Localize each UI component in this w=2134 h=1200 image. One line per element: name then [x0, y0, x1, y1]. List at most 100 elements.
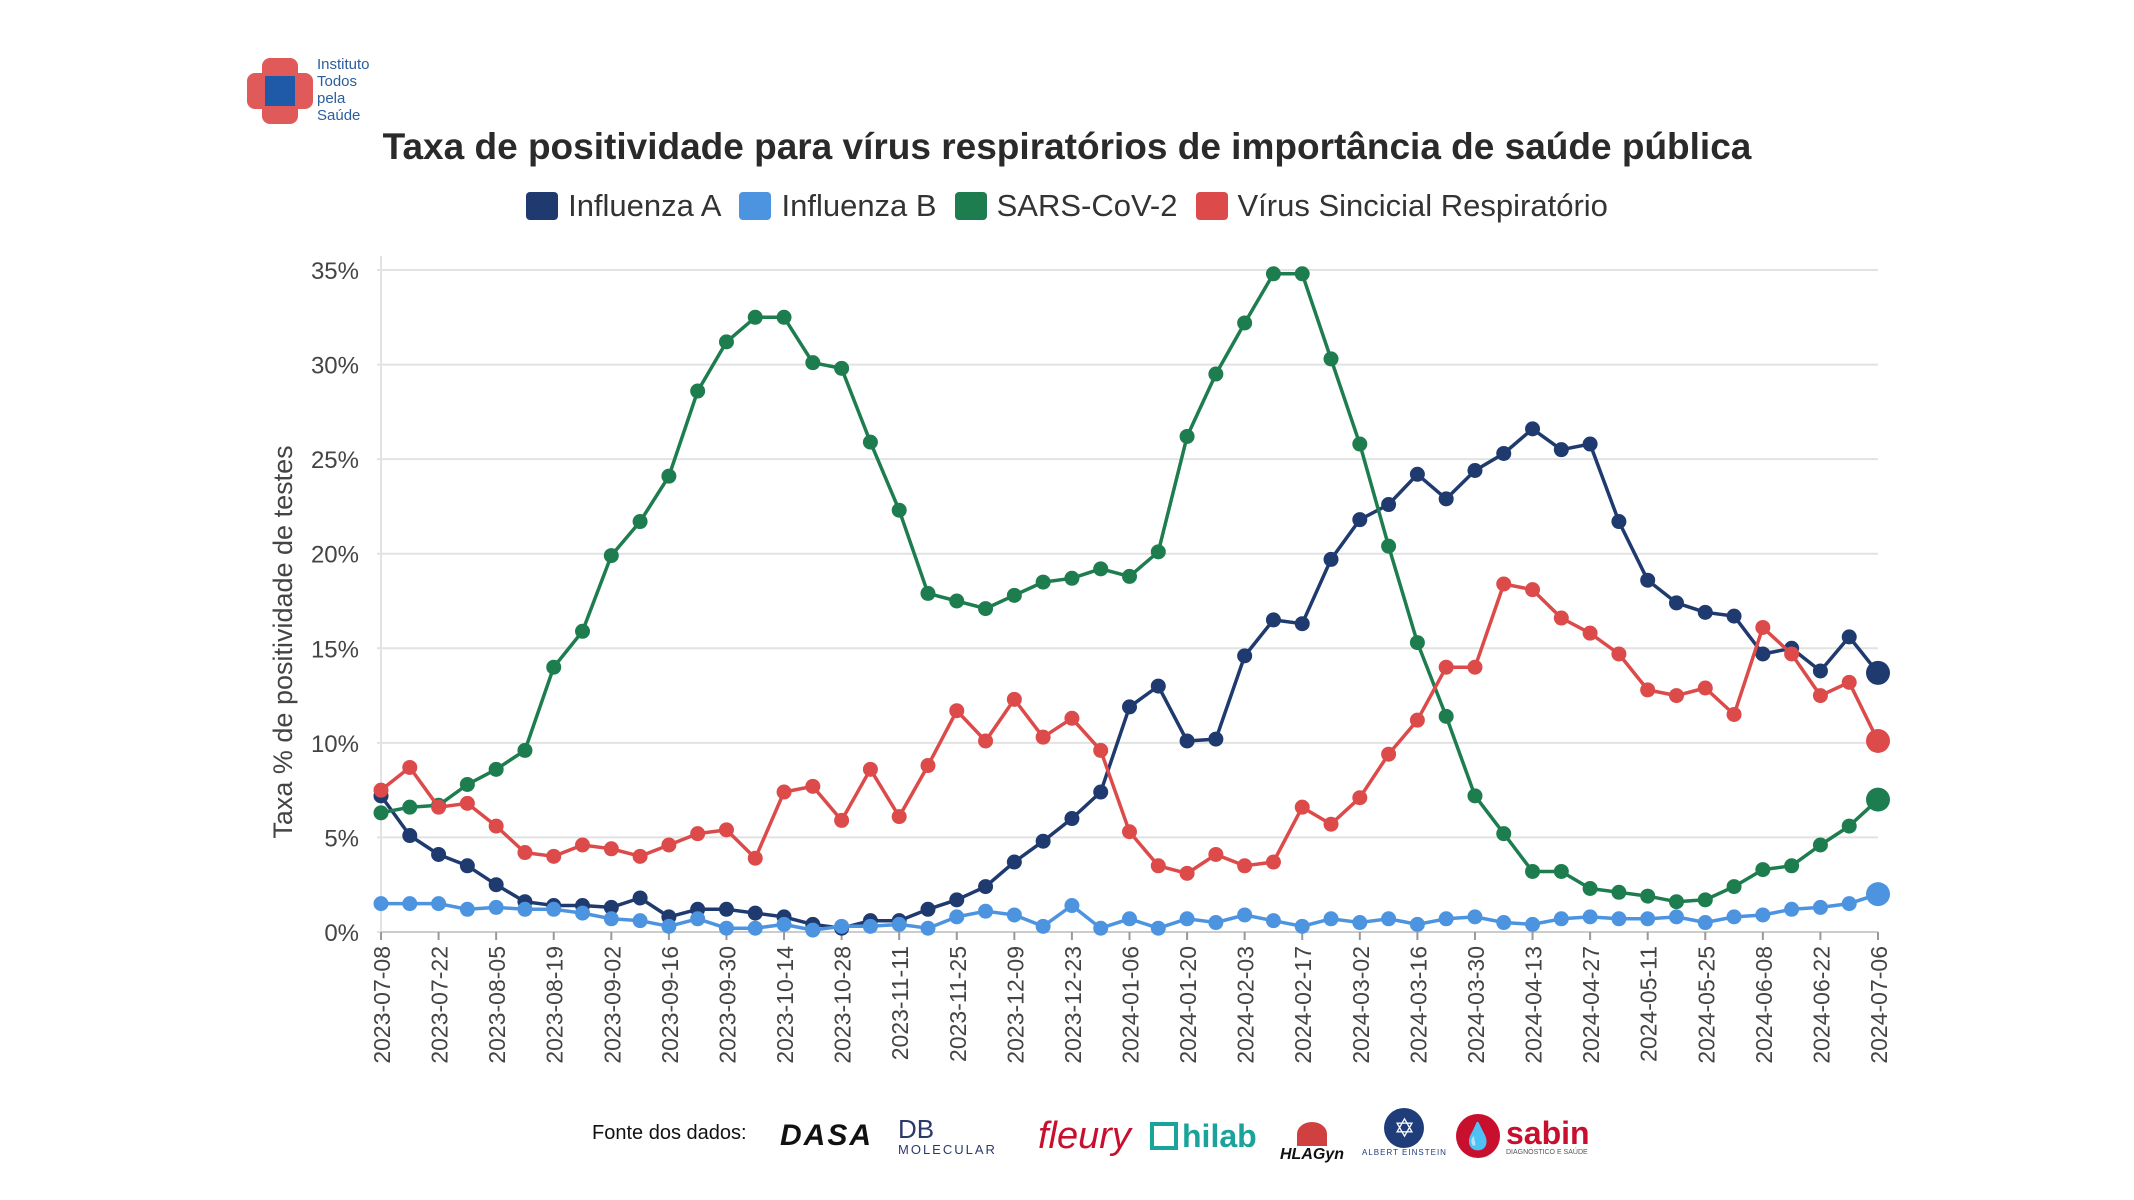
sources-label: Fonte dos dados: — [592, 1122, 747, 1144]
data-point — [459, 795, 475, 811]
y-tick-label: 0% — [324, 920, 359, 947]
data-point — [1553, 911, 1569, 927]
data-point — [1064, 898, 1080, 914]
data-point — [1006, 691, 1022, 707]
chart-title: Taxa de positividade para vírus respirat… — [382, 126, 1752, 167]
data-point — [1093, 742, 1109, 758]
legend-item-influenza-a: Influenza A — [526, 188, 721, 224]
data-point — [718, 822, 734, 838]
data-point — [805, 922, 821, 938]
data-point — [1265, 612, 1281, 628]
data-point — [1237, 858, 1253, 874]
data-point — [1496, 826, 1512, 842]
data-point — [1755, 646, 1771, 662]
data-point — [690, 826, 706, 842]
data-point — [1438, 911, 1454, 927]
data-point — [1668, 595, 1684, 611]
data-point — [805, 355, 821, 371]
data-point — [402, 828, 418, 844]
data-point — [1064, 570, 1080, 586]
x-tick-label: 2023-12-09 — [1002, 946, 1028, 1064]
data-point — [373, 896, 389, 912]
x-tick-label: 2024-03-30 — [1463, 946, 1489, 1064]
legend-swatch — [526, 192, 559, 220]
data-point — [1323, 351, 1339, 367]
data-point — [402, 759, 418, 775]
data-point — [459, 858, 475, 874]
data-point — [517, 901, 533, 917]
data-point — [1409, 916, 1425, 932]
series-line — [380, 272, 1880, 904]
data-point — [1294, 266, 1310, 282]
data-point — [488, 761, 504, 777]
data-point — [1381, 911, 1397, 927]
data-point — [431, 799, 447, 815]
data-point — [1640, 682, 1656, 698]
legend-swatch — [1195, 192, 1228, 220]
data-point — [862, 918, 878, 934]
data-point — [1122, 699, 1137, 715]
data-point — [1064, 811, 1080, 827]
data-point — [632, 913, 648, 929]
x-tick-label: 2024-01-06 — [1118, 946, 1144, 1064]
data-point — [1006, 587, 1022, 603]
data-point — [862, 434, 878, 450]
data-point — [949, 703, 965, 719]
x-tick-label: 2024-02-03 — [1233, 946, 1259, 1064]
data-point — [891, 809, 907, 825]
data-point — [1755, 619, 1771, 635]
data-point — [1866, 660, 1890, 685]
legend-label: Influenza B — [781, 188, 937, 223]
data-point — [1697, 892, 1713, 908]
data-point — [373, 805, 389, 821]
y-tick-label: 20% — [311, 542, 359, 569]
cross-logo-icon — [247, 58, 313, 124]
data-point — [718, 334, 734, 350]
x-tick-label: 2023-11-11 — [887, 946, 913, 1060]
data-point — [1841, 629, 1857, 645]
data-point — [1784, 646, 1800, 662]
data-point — [1006, 854, 1022, 870]
data-point — [1668, 894, 1684, 910]
y-tick-label: 35% — [311, 258, 359, 285]
x-tick-label: 2024-06-22 — [1808, 946, 1834, 1064]
data-point — [805, 778, 821, 794]
data-point — [1352, 790, 1368, 806]
data-point — [1265, 913, 1281, 929]
data-point — [1812, 837, 1828, 853]
data-point — [1294, 918, 1310, 934]
data-point — [1179, 911, 1195, 927]
data-point — [1812, 663, 1828, 679]
source-logo-einstein: ✡ ALBERT EINSTEIN — [1362, 1108, 1447, 1164]
data-point — [949, 892, 965, 908]
data-point — [834, 812, 850, 828]
data-point — [1150, 920, 1166, 936]
data-point — [488, 899, 504, 915]
data-point — [920, 585, 936, 601]
data-point — [1035, 729, 1051, 745]
data-point — [1755, 907, 1771, 923]
data-point — [1812, 899, 1828, 915]
data-point — [1866, 728, 1890, 753]
data-point — [603, 911, 619, 927]
x-tick-label: 2023-11-25 — [945, 946, 971, 1062]
data-point — [1381, 538, 1397, 554]
y-tick-label: 10% — [311, 731, 359, 758]
data-point — [431, 896, 447, 912]
data-point — [1179, 428, 1195, 444]
data-point — [1611, 911, 1627, 927]
x-tick-label: 2024-07-06 — [1866, 946, 1892, 1064]
data-point — [1553, 442, 1569, 458]
data-point — [920, 901, 936, 917]
data-point — [1237, 907, 1253, 923]
data-point — [661, 837, 677, 853]
data-point — [1697, 915, 1713, 931]
data-point — [776, 784, 792, 800]
data-point — [1438, 659, 1454, 675]
legend-swatch — [954, 192, 987, 220]
data-point — [1409, 466, 1425, 482]
data-point — [1035, 833, 1051, 849]
data-point — [1294, 616, 1310, 632]
data-point — [1035, 574, 1051, 590]
legend-item-sars-cov-2: SARS-CoV-2 — [954, 188, 1178, 224]
